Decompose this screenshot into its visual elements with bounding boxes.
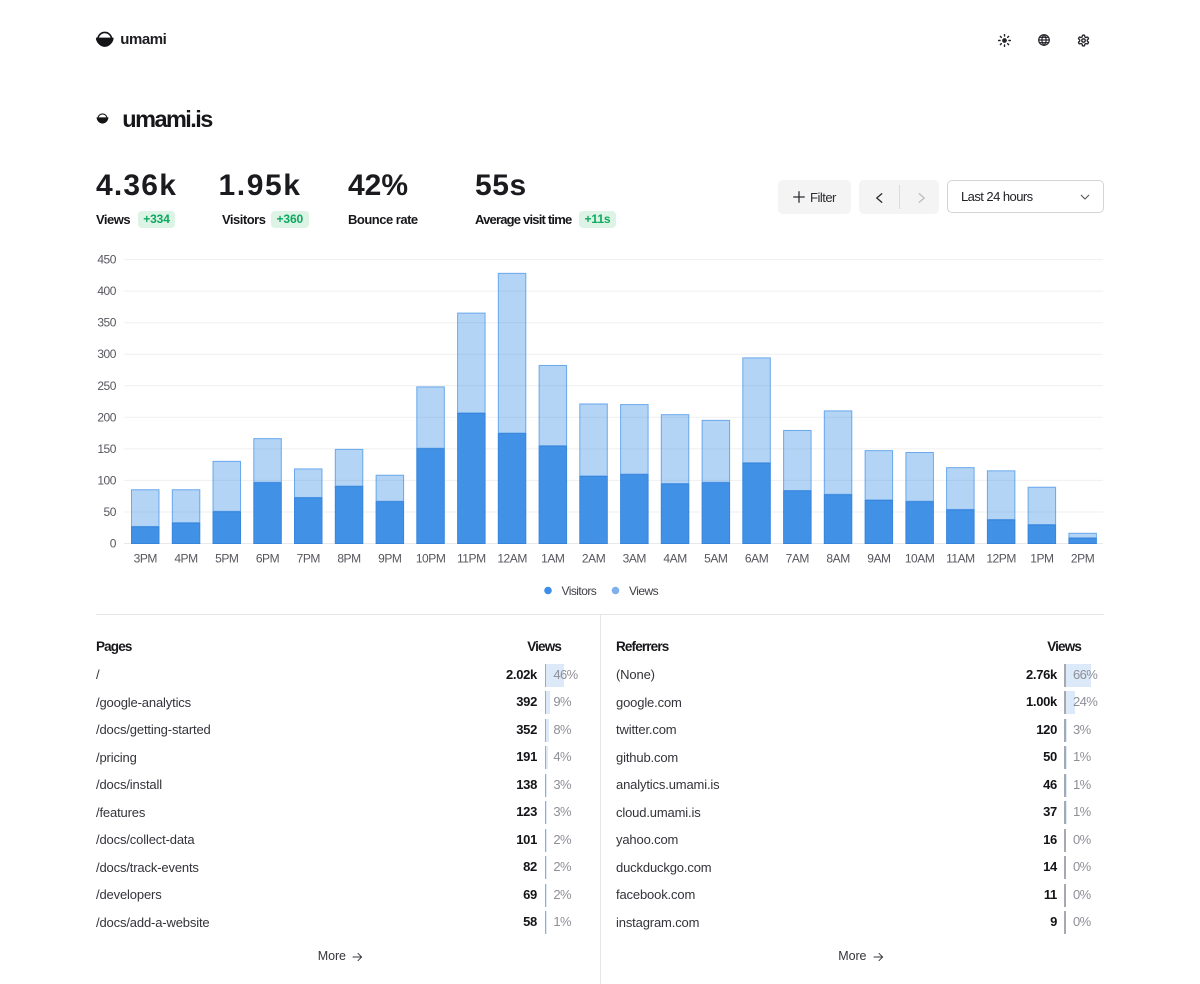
svg-text:7AM: 7AM [786,551,810,565]
svg-text:5AM: 5AM [704,551,728,565]
svg-text:400: 400 [97,284,116,298]
svg-text:250: 250 [97,379,116,393]
svg-text:12AM: 12AM [497,551,527,565]
svg-text:50: 50 [104,505,117,519]
svg-text:2AM: 2AM [582,551,606,565]
svg-text:200: 200 [97,410,116,424]
svg-text:4PM: 4PM [174,551,198,565]
svg-text:8AM: 8AM [826,551,850,565]
svg-text:8PM: 8PM [337,551,361,565]
svg-text:12PM: 12PM [986,551,1016,565]
svg-text:10AM: 10AM [905,551,935,565]
svg-text:6PM: 6PM [256,551,280,565]
svg-text:7PM: 7PM [297,551,321,565]
svg-text:350: 350 [97,316,116,330]
svg-text:450: 450 [97,253,116,267]
svg-text:0: 0 [110,537,117,551]
svg-text:6AM: 6AM [745,551,769,565]
svg-text:11AM: 11AM [946,551,975,565]
svg-text:1AM: 1AM [541,551,565,565]
svg-text:150: 150 [97,442,116,456]
svg-text:Visitors: Visitors [562,584,597,598]
svg-text:3AM: 3AM [623,551,647,565]
svg-text:11PM: 11PM [457,551,486,565]
svg-text:3PM: 3PM [134,551,158,565]
svg-text:10PM: 10PM [416,551,446,565]
svg-text:9AM: 9AM [867,551,891,565]
svg-text:5PM: 5PM [215,551,239,565]
svg-text:Views: Views [629,584,659,598]
svg-text:1PM: 1PM [1030,551,1054,565]
svg-text:300: 300 [97,347,116,361]
svg-text:100: 100 [97,473,116,487]
svg-text:2PM: 2PM [1071,551,1095,565]
svg-text:9PM: 9PM [378,551,402,565]
svg-text:4AM: 4AM [663,551,687,565]
